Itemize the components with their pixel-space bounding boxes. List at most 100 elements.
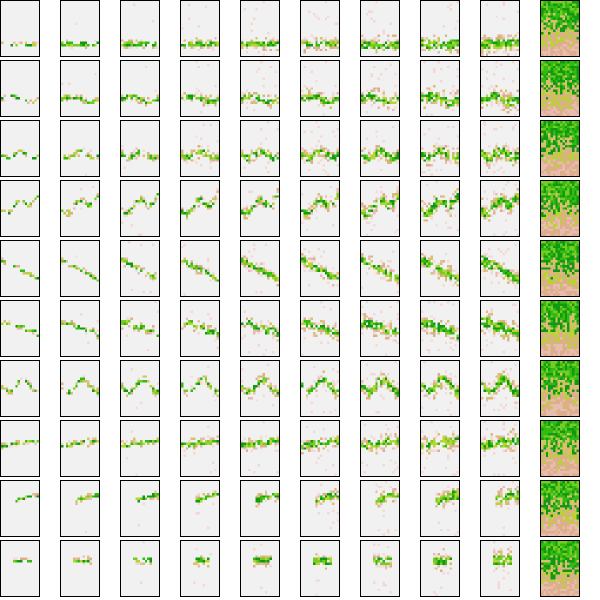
pattern-tile [0,480,40,537]
pattern-tile-canvas [61,541,99,596]
pattern-tile [420,240,460,297]
pattern-tile-canvas [181,241,219,296]
pattern-tile [120,240,160,297]
pattern-tile-canvas [241,421,279,476]
pattern-tile [60,300,100,357]
pattern-tile-canvas [181,541,219,596]
pattern-tile-canvas [61,481,99,536]
pattern-tile-canvas [361,121,399,176]
pattern-tile-canvas [301,421,339,476]
pattern-tile [300,540,340,597]
pattern-tile-canvas [421,421,459,476]
pattern-tile [0,0,40,57]
pattern-tile [420,360,460,417]
pattern-tile [360,540,400,597]
pattern-tile [420,480,460,537]
pattern-tile [0,60,40,117]
pattern-tile-canvas [541,481,579,536]
pattern-tile [120,540,160,597]
pattern-tile [300,180,340,237]
pattern-tile [0,360,40,417]
pattern-tile-canvas [421,61,459,116]
pattern-tile [360,480,400,537]
pattern-tile-canvas [61,61,99,116]
pattern-tile-canvas [181,421,219,476]
pattern-tile-canvas [481,361,519,416]
pattern-tile [300,120,340,177]
pattern-tile [240,300,280,357]
pattern-tile [540,0,580,57]
pattern-tile [240,360,280,417]
pattern-tile-canvas [181,181,219,236]
pattern-tile [360,180,400,237]
pattern-tile-canvas [301,61,339,116]
pattern-tile-canvas [361,481,399,536]
pattern-tile [60,420,100,477]
pattern-tile-canvas [301,241,339,296]
pattern-tile [0,300,40,357]
pattern-tile [480,120,520,177]
pattern-tile [180,120,220,177]
pattern-tile [0,420,40,477]
pattern-tile-canvas [481,481,519,536]
pattern-tile-canvas [421,241,459,296]
pattern-tile [120,420,160,477]
pattern-tile [540,420,580,477]
pattern-tile [360,0,400,57]
pattern-tile [360,60,400,117]
pattern-tile [480,360,520,417]
pattern-tile-canvas [121,1,159,56]
pattern-tile-canvas [481,61,519,116]
pattern-tile [120,480,160,537]
pattern-tile [180,540,220,597]
pattern-tile [360,360,400,417]
pattern-tile-canvas [121,181,159,236]
pattern-tile [180,0,220,57]
pattern-tile [420,60,460,117]
pattern-tile-canvas [1,181,39,236]
pattern-tile-canvas [541,121,579,176]
pattern-tile [180,60,220,117]
pattern-tile [540,240,580,297]
pattern-tile-canvas [481,421,519,476]
pattern-tile-canvas [241,301,279,356]
pattern-tile [240,480,280,537]
pattern-tile-canvas [241,541,279,596]
pattern-tile-canvas [181,61,219,116]
pattern-tile [420,120,460,177]
pattern-tile-canvas [541,301,579,356]
pattern-tile-canvas [241,481,279,536]
pattern-tile-canvas [1,541,39,596]
pattern-tile [0,240,40,297]
pattern-tile [120,60,160,117]
pattern-tile [300,60,340,117]
pattern-tile-canvas [1,61,39,116]
pattern-tile-canvas [301,481,339,536]
pattern-tile-canvas [421,1,459,56]
pattern-tile [60,240,100,297]
pattern-tile-canvas [541,61,579,116]
pattern-tile-canvas [481,121,519,176]
pattern-tile [60,120,100,177]
pattern-tile-canvas [61,181,99,236]
pattern-tile [360,240,400,297]
pattern-tile [540,120,580,177]
pattern-tile [240,240,280,297]
pattern-tile-canvas [541,241,579,296]
pattern-tile [240,60,280,117]
pattern-tile-canvas [361,181,399,236]
pattern-tile-canvas [1,361,39,416]
pattern-tile-canvas [301,361,339,416]
pattern-tile [480,0,520,57]
pattern-tile [480,480,520,537]
pattern-tile [300,480,340,537]
pattern-tile-canvas [541,421,579,476]
pattern-tile [540,60,580,117]
pattern-tile-canvas [421,121,459,176]
pattern-tile [480,420,520,477]
pattern-tile-canvas [421,181,459,236]
pattern-tile [480,180,520,237]
pattern-tile [420,300,460,357]
pattern-tile [0,180,40,237]
pattern-tile [180,480,220,537]
